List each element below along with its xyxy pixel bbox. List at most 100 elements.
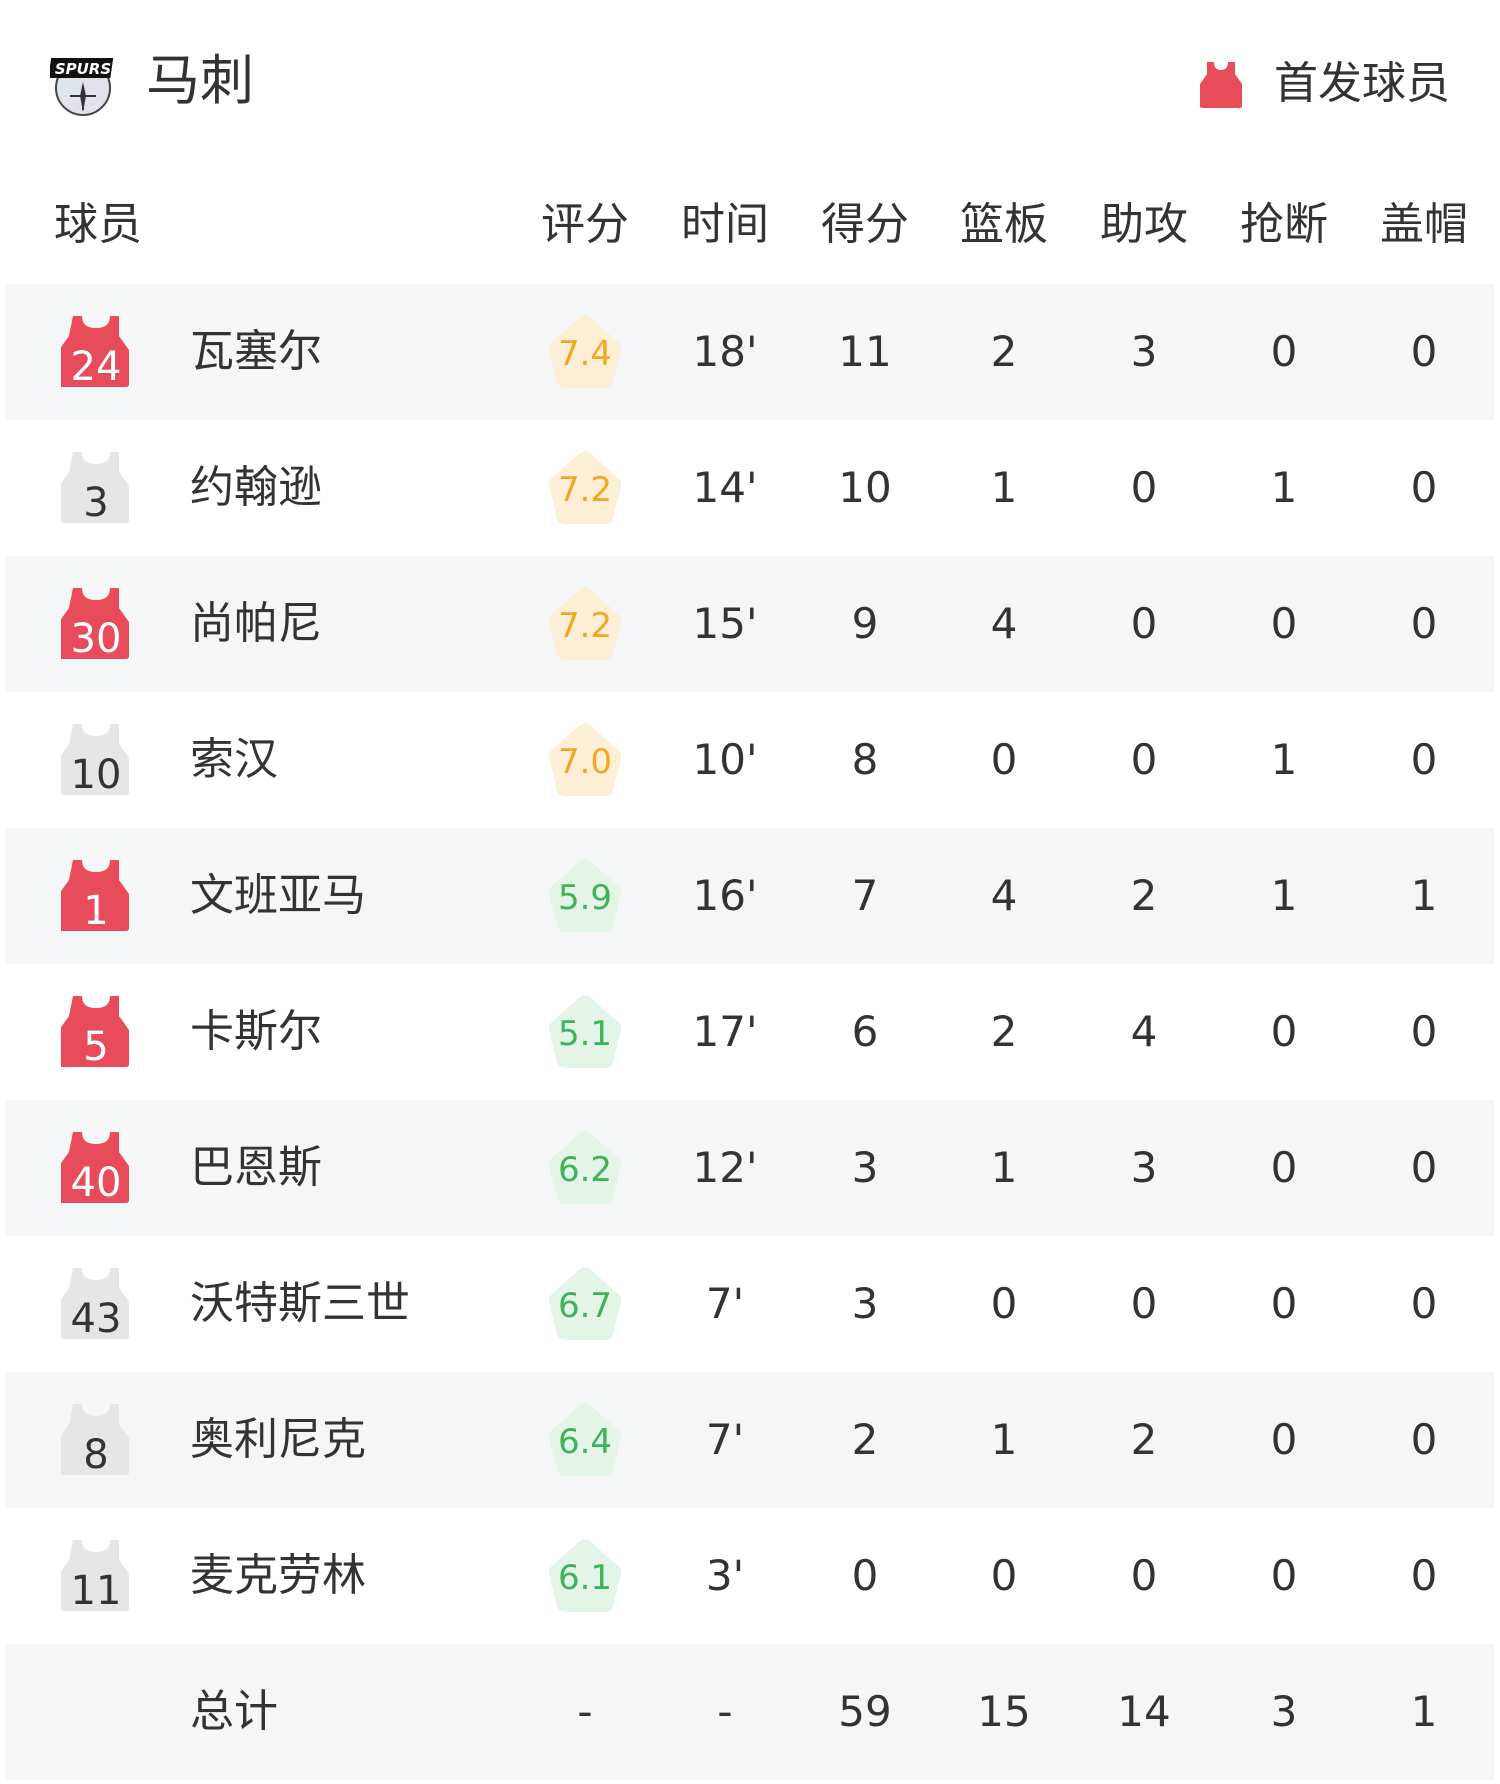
stat-minutes: 3': [705, 1551, 745, 1600]
stat-steals: 1: [1270, 463, 1298, 512]
table-row[interactable]: 30 尚帕尼 7.2 15' 9 4 0 0 0: [5, 556, 1494, 692]
bench-jersey-icon: 8: [61, 1402, 131, 1478]
table-row[interactable]: 5 卡斯尔 5.1 17' 6 2 4 0 0: [5, 964, 1494, 1100]
stat-blocks: 0: [1410, 1143, 1438, 1192]
rating-badge: 5.1: [545, 992, 625, 1072]
stat-minutes: 17': [692, 1007, 758, 1056]
rating-badge: 6.7: [545, 1264, 625, 1344]
table-row[interactable]: 43 沃特斯三世 6.7 7' 3 0 0 0 0: [5, 1236, 1494, 1372]
player-name[interactable]: 麦克劳林: [190, 1550, 366, 1601]
player-name[interactable]: 约翰逊: [190, 462, 322, 513]
jersey-number: 8: [83, 1432, 109, 1478]
starter-jersey-icon: 5: [61, 994, 131, 1070]
rating-badge: 5.9: [545, 856, 625, 936]
rating-value: 7.2: [557, 606, 613, 646]
table-row[interactable]: 40 巴恩斯 6.2 12' 3 1 3 0 0: [5, 1100, 1494, 1236]
stat-steals: 0: [1270, 1279, 1298, 1328]
table-row[interactable]: 10 索汉 7.0 10' 8 0 0 1 0: [5, 692, 1494, 828]
col-rebounds[interactable]: 篮板: [960, 199, 1048, 250]
rating-value: 7.2: [557, 470, 613, 510]
stat-minutes: 12': [692, 1143, 758, 1192]
col-blocks[interactable]: 盖帽: [1380, 199, 1468, 250]
stat-blocks: 0: [1410, 1279, 1438, 1328]
player-stats-table: 24 瓦塞尔 7.4 18' 11 2 3 0 0 3 约翰逊 7.2 14' 10 1 0 1 0 30 尚帕尼 7.…: [5, 284, 1494, 1780]
stat-steals: 0: [1270, 1551, 1298, 1600]
rating-value: 7.4: [557, 334, 613, 374]
stat-minutes: 7': [705, 1279, 745, 1328]
jersey-number: 40: [70, 1160, 122, 1206]
stat-rebounds: 2: [990, 327, 1018, 376]
rating-value: 7.0: [557, 742, 613, 782]
bench-jersey-icon: 10: [61, 722, 131, 798]
jersey-number: 5: [83, 1024, 109, 1070]
stat-points: 3: [851, 1143, 879, 1192]
total-rating: -: [577, 1687, 593, 1736]
total-rebounds: 15: [977, 1687, 1031, 1736]
stat-steals: 1: [1270, 871, 1298, 920]
table-row[interactable]: 3 约翰逊 7.2 14' 10 1 0 1 0: [5, 420, 1494, 556]
stat-assists: 3: [1130, 327, 1158, 376]
stat-points: 0: [851, 1551, 879, 1600]
bench-jersey-icon: 43: [61, 1266, 131, 1342]
stat-minutes: 16': [692, 871, 758, 920]
starter-jersey-icon: 30: [61, 586, 131, 662]
table-row[interactable]: 11 麦克劳林 6.1 3' 0 0 0 0 0: [5, 1508, 1494, 1644]
stat-steals: 0: [1270, 327, 1298, 376]
stat-rebounds: 4: [990, 871, 1018, 920]
table-row[interactable]: 1 文班亚马 5.9 16' 7 4 2 1 1: [5, 828, 1494, 964]
stat-assists: 0: [1130, 1551, 1158, 1600]
stat-assists: 2: [1130, 1415, 1158, 1464]
rating-badge: 7.4: [545, 312, 625, 392]
stat-steals: 0: [1270, 1415, 1298, 1464]
total-points: 59: [838, 1687, 892, 1736]
player-name[interactable]: 卡斯尔: [190, 1006, 322, 1057]
player-name[interactable]: 沃特斯三世: [190, 1278, 410, 1329]
rating-badge: 7.2: [545, 448, 625, 528]
table-row[interactable]: 8 奥利尼克 6.4 7' 2 1 2 0 0: [5, 1372, 1494, 1508]
player-name[interactable]: 尚帕尼: [190, 598, 322, 649]
col-minutes[interactable]: 时间: [681, 199, 769, 250]
rating-badge: 6.1: [545, 1536, 625, 1616]
stat-rebounds: 1: [990, 1143, 1018, 1192]
col-assists[interactable]: 助攻: [1100, 199, 1188, 250]
jersey-number: 43: [70, 1296, 122, 1342]
stat-rebounds: 0: [990, 1551, 1018, 1600]
stat-minutes: 7': [705, 1415, 745, 1464]
rating-badge: 7.0: [545, 720, 625, 800]
stat-rebounds: 1: [990, 1415, 1018, 1464]
stat-rebounds: 1: [990, 463, 1018, 512]
svg-text:SPURS: SPURS: [55, 60, 111, 78]
stat-minutes: 18': [692, 327, 758, 376]
stat-blocks: 0: [1410, 1415, 1438, 1464]
spurs-logo: SPURS: [48, 52, 116, 118]
totals-row: 总计 - - 59 15 14 3 1: [5, 1644, 1494, 1780]
stat-points: 3: [851, 1279, 879, 1328]
rating-value: 5.1: [557, 1014, 613, 1054]
player-name[interactable]: 巴恩斯: [190, 1142, 322, 1193]
stat-blocks: 0: [1410, 1007, 1438, 1056]
player-name[interactable]: 奥利尼克: [190, 1414, 366, 1465]
stat-assists: 0: [1130, 599, 1158, 648]
stat-points: 9: [851, 599, 879, 648]
stat-steals: 0: [1270, 1143, 1298, 1192]
player-name[interactable]: 索汉: [190, 734, 278, 785]
player-name[interactable]: 瓦塞尔: [190, 326, 322, 377]
col-steals[interactable]: 抢断: [1240, 199, 1328, 250]
stat-assists: 0: [1130, 1279, 1158, 1328]
totals-label: 总计: [190, 1686, 278, 1737]
jersey-number: 3: [83, 480, 109, 526]
rating-value: 6.2: [557, 1150, 613, 1190]
total-assists: 14: [1117, 1687, 1171, 1736]
jersey-number: 1: [83, 888, 109, 934]
rating-value: 6.1: [557, 1558, 613, 1598]
team-header: SPURS 马刺 首发球员: [0, 0, 1500, 170]
stat-points: 11: [838, 327, 892, 376]
table-row[interactable]: 24 瓦塞尔 7.4 18' 11 2 3 0 0: [5, 284, 1494, 420]
col-rating[interactable]: 评分: [541, 199, 629, 250]
team-name: 马刺: [146, 49, 254, 112]
jersey-number: 10: [70, 752, 122, 798]
player-name[interactable]: 文班亚马: [190, 870, 366, 921]
bench-jersey-icon: 11: [61, 1538, 131, 1614]
col-points[interactable]: 得分: [821, 199, 909, 250]
stat-minutes: 14': [692, 463, 758, 512]
